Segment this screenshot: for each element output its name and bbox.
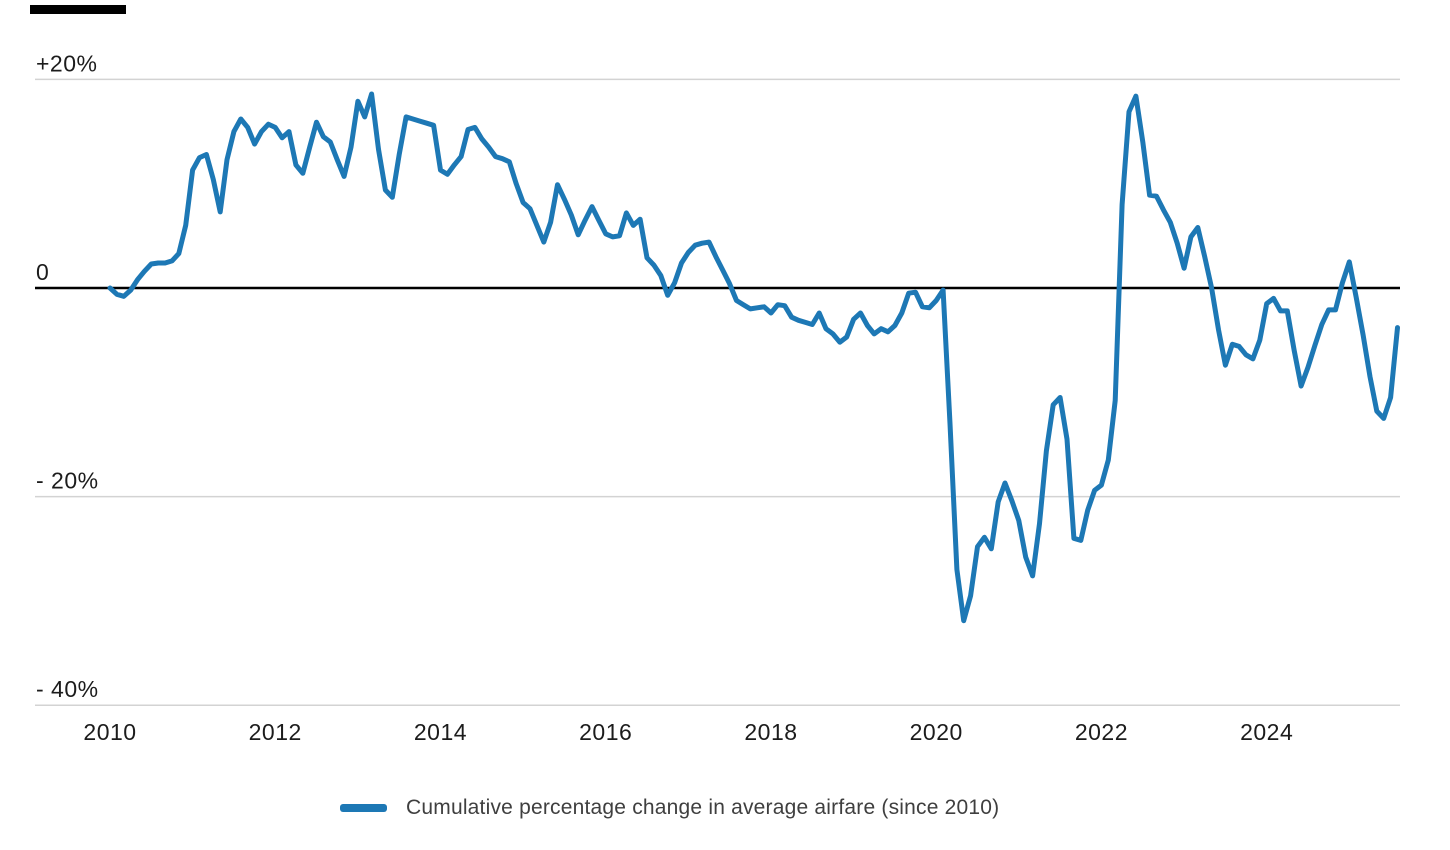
y-gridlines [35, 78, 1400, 706]
svg-text:- 20%: - 20% [36, 468, 99, 494]
svg-text:0: 0 [36, 259, 49, 285]
x-axis-labels: 2010 2012 2014 2016 2018 2020 2022 2024 [83, 719, 1293, 745]
svg-text:2020: 2020 [910, 719, 963, 745]
y-axis-labels: +20% 0 - 20% - 40% [36, 50, 99, 702]
svg-text:+20%: +20% [36, 50, 97, 76]
svg-text:2014: 2014 [414, 719, 467, 745]
svg-text:2012: 2012 [249, 719, 302, 745]
airfare-line [107, 91, 1400, 624]
svg-text:2016: 2016 [579, 719, 632, 745]
svg-text:2018: 2018 [744, 719, 797, 745]
svg-text:2022: 2022 [1075, 719, 1128, 745]
svg-text:2024: 2024 [1240, 719, 1293, 745]
legend-swatch-line [340, 804, 387, 812]
legend-label: Cumulative percentage change in average … [406, 796, 1000, 819]
legend: Cumulative percentage change in average … [340, 796, 999, 820]
brand-bar [30, 5, 126, 14]
svg-text:- 40%: - 40% [36, 676, 99, 702]
svg-text:2010: 2010 [83, 719, 136, 745]
